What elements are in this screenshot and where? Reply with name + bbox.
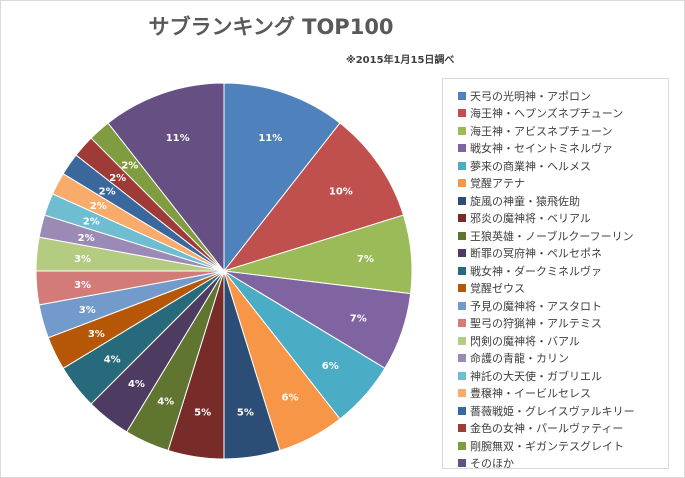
legend-label: 海王神・アビスネプチューン [470, 124, 613, 138]
slice-label-18: 2% [90, 201, 107, 212]
slice-label-22: 11% [166, 133, 190, 144]
legend-label: 戦女神・ダークミネルヴァ [470, 264, 602, 278]
slice-label-16: 2% [78, 233, 95, 244]
chart-title: サブランキング TOP100 [148, 15, 394, 39]
slice-label-19: 2% [99, 186, 116, 197]
slice-label-11: 4% [104, 355, 121, 366]
legend-label: 戦女神・セイントミネルヴァ [470, 142, 613, 156]
legend-swatch [458, 301, 466, 310]
pie-slice-22 [107, 82, 225, 273]
legend-item-7: 旋風の神童・猿飛佐助 [458, 192, 668, 210]
slice-label-7: 5% [237, 407, 254, 418]
legend-item-5: 夢来の商業神・ヘルメス [458, 157, 668, 175]
chart-legend: 天弓の光明神・アポロン海王神・ヘプンズネプチューン 海王神・アビスネプチューン 戦女… [442, 78, 669, 470]
pie-slice-2 [222, 122, 405, 272]
legend-swatch [458, 424, 466, 433]
legend-swatch [458, 249, 466, 258]
legend-label: 豊穣神・イービルセレス [470, 387, 591, 401]
legend-swatch [458, 91, 466, 100]
legend-label: 剛腕無双・ギガンテスグレイト [470, 439, 624, 453]
slice-label-12: 3% [88, 329, 105, 340]
legend-item-1: 天弓の光明神・アポロン [458, 87, 668, 105]
legend-swatch [458, 126, 466, 135]
legend-item-10: 断罪の冥府神・ペルセポネ [458, 245, 668, 263]
legend-label: 天弓の光明神・アポロン [470, 89, 591, 103]
legend-item-21: 剛腕無双・ギガンテスグレイト [458, 437, 668, 455]
pie-slice-1 [223, 82, 341, 273]
legend-label: 金色の女神・パールヴァティー [470, 422, 624, 436]
slice-label-5: 6% [322, 361, 339, 372]
legend-item-16: 命護の青龍・カリン [458, 350, 668, 368]
legend-item-18: 豊穣神・イービルセレス [458, 385, 668, 403]
legend-swatch [458, 371, 466, 380]
legend-item-14: 聖弓の狩猟神・アルテミス [458, 315, 668, 333]
legend-swatch [458, 459, 466, 468]
slice-label-10: 4% [128, 379, 145, 390]
slice-label-21: 2% [121, 161, 138, 172]
legend-swatch [458, 214, 466, 223]
legend-item-22: そのほか [458, 455, 668, 473]
legend-swatch [458, 266, 466, 275]
slice-label-13: 3% [79, 305, 96, 316]
legend-swatch [458, 179, 466, 188]
legend-item-12: 覚醒ゼウス [458, 280, 668, 298]
legend-swatch [458, 144, 466, 153]
slice-label-3: 7% [357, 254, 374, 265]
chart-subtitle: ※2015年1月15日調べ [346, 55, 455, 66]
legend-label: 覚醒アテナ [470, 177, 525, 191]
legend-label: 命護の青龍・カリン [470, 352, 569, 366]
legend-swatch [458, 196, 466, 205]
legend-label: 王狼英雄・ノーブルクーフーリン [470, 229, 634, 243]
legend-label: そのほか [470, 457, 514, 471]
slice-label-20: 2% [109, 173, 126, 184]
slice-label-6: 6% [281, 393, 298, 404]
legend-swatch [458, 161, 466, 170]
legend-item-17: 神託の大天使・ガブリエル [458, 367, 668, 385]
legend-swatch [458, 354, 466, 363]
slice-label-8: 5% [194, 407, 211, 418]
legend-label: 予見の魔神将・アスタロト [470, 299, 602, 313]
legend-label: 閃剣の魔神将・バアル [470, 334, 580, 348]
slice-label-17: 2% [83, 217, 100, 228]
legend-swatch [458, 319, 466, 328]
legend-swatch [458, 336, 466, 345]
legend-label: 断罪の冥府神・ペルセポネ [470, 247, 602, 261]
legend-item-20: 金色の女神・パールヴァティー [458, 420, 668, 438]
legend-label: 神託の大天使・ガブリエル [470, 369, 602, 383]
legend-item-19: 薔薇戦姫・グレイスヴァルキリー [458, 402, 668, 420]
legend-swatch [458, 231, 466, 240]
legend-item-6: 覚醒アテナ [458, 175, 668, 193]
slice-label-4: 7% [350, 313, 367, 324]
slice-label-2: 10% [329, 186, 353, 197]
legend-item-11: 戦女神・ダークミネルヴァ [458, 262, 668, 280]
legend-swatch [458, 441, 466, 450]
legend-label: 薔薇戦姫・グレイスヴァルキリー [470, 404, 635, 418]
legend-label: 覚醒ゼウス [470, 282, 525, 296]
legend-label: 海王神・ヘプンズネプチューン [470, 107, 624, 121]
legend-item-2: 海王神・ヘプンズネプチューン [458, 105, 668, 123]
slice-label-9: 4% [157, 396, 174, 407]
legend-item-8: 邪炎の魔神将・ベリアル [458, 210, 668, 228]
legend-item-4: 戦女神・セイントミネルヴァ [458, 140, 668, 158]
legend-label: 邪炎の魔神将・ベリアル [470, 212, 591, 226]
legend-item-3: 海王神・アビスネプチューン [458, 122, 668, 140]
legend-swatch [458, 109, 466, 118]
legend-label: 夢来の商業神・ヘルメス [470, 159, 591, 173]
legend-label: 旋風の神童・猿飛佐助 [470, 194, 580, 208]
slice-label-15: 3% [74, 254, 91, 265]
legend-item-15: 閃剣の魔神将・バアル [458, 332, 668, 350]
legend-swatch [458, 284, 466, 293]
legend-item-9: 王狼英雄・ノーブルクーフーリン [458, 227, 668, 245]
slice-label-1: 11% [258, 133, 282, 144]
legend-swatch [458, 406, 466, 415]
slice-label-14: 3% [74, 280, 91, 291]
legend-label: 聖弓の狩猟神・アルテミス [470, 317, 602, 331]
legend-swatch [458, 389, 466, 398]
legend-item-13: 予見の魔神将・アスタロト [458, 297, 668, 315]
